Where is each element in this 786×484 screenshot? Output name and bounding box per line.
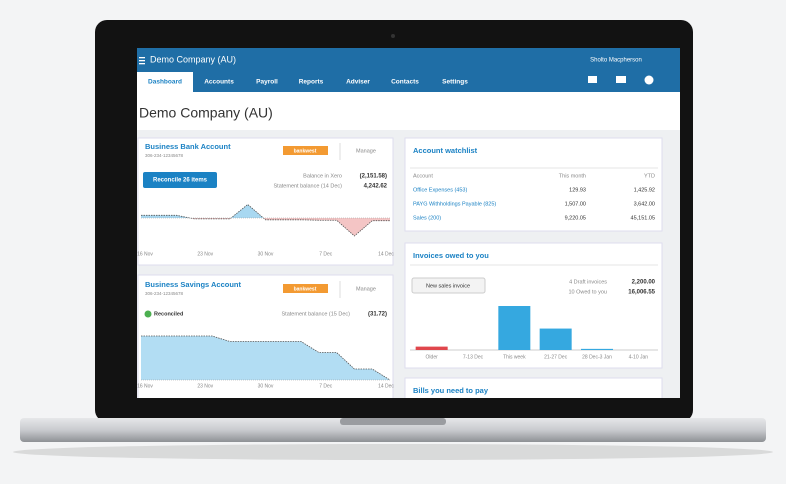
x-label: 7 Dec bbox=[319, 251, 333, 257]
value: (2,151.58) bbox=[360, 174, 387, 180]
company-menu[interactable]: Demo Company (AU) bbox=[150, 54, 236, 64]
cell: 1,425.92 bbox=[634, 187, 655, 193]
account-number: 306-234-12345678 bbox=[145, 291, 184, 296]
menu-icon[interactable] bbox=[139, 57, 145, 59]
folder-icon[interactable] bbox=[588, 76, 597, 83]
card-title[interactable]: Account watchlist bbox=[413, 146, 478, 155]
nav-tab[interactable]: Reports bbox=[299, 79, 324, 86]
camera bbox=[391, 34, 395, 38]
summary-label: 4 Draft invoices bbox=[569, 279, 607, 285]
manage-menu[interactable]: Manage bbox=[356, 148, 376, 154]
status: Reconciled bbox=[154, 311, 183, 317]
bar bbox=[498, 306, 531, 350]
invoices-card bbox=[404, 242, 663, 369]
column-header: Account bbox=[413, 173, 433, 179]
mail-icon[interactable] bbox=[616, 76, 626, 83]
balance-line bbox=[141, 203, 390, 237]
help-icon[interactable] bbox=[644, 75, 654, 85]
manage-menu[interactable]: Manage bbox=[356, 286, 376, 292]
shadow bbox=[13, 444, 773, 460]
bank-badge: bankwest bbox=[294, 286, 317, 292]
label: Balance in Xero bbox=[303, 173, 342, 179]
account-title[interactable]: Business Bank Account bbox=[145, 142, 231, 151]
value: 4,242.62 bbox=[364, 184, 388, 190]
account-link[interactable]: Sales (200) bbox=[413, 215, 441, 221]
badge bbox=[283, 146, 328, 155]
value: (31.72) bbox=[368, 312, 387, 318]
x-label: 16 Nov bbox=[137, 383, 153, 389]
page-title: Demo Company (AU) bbox=[139, 105, 273, 121]
bank-badge: bankwest bbox=[294, 148, 317, 154]
badge bbox=[283, 284, 328, 293]
x-label: 30 Nov bbox=[258, 251, 274, 257]
x-label: 28 Dec-3 Jan bbox=[582, 354, 612, 360]
screen: Demo Company (AU) Sholto Macpherson Dashbo… bbox=[137, 48, 680, 398]
x-label: 4-10 Jan bbox=[629, 354, 649, 360]
reconciled-icon bbox=[144, 310, 152, 318]
summary-label: 10 Owed to you bbox=[568, 289, 607, 295]
balance-area bbox=[141, 336, 390, 380]
account-link[interactable]: Office Expenses (453) bbox=[413, 187, 467, 193]
laptop-base bbox=[20, 418, 766, 442]
bar bbox=[581, 348, 613, 350]
account-number: 306-234-12345678 bbox=[145, 153, 184, 158]
x-label: 16 Nov bbox=[137, 251, 153, 257]
bank-card bbox=[137, 137, 394, 266]
x-label: 21-27 Dec bbox=[544, 354, 568, 360]
bar bbox=[539, 328, 572, 350]
button-label[interactable]: Reconcile 26 items bbox=[153, 178, 208, 184]
column-header: This month bbox=[559, 173, 586, 179]
summary-value: 2,200.00 bbox=[632, 280, 656, 286]
account-title[interactable]: Business Savings Account bbox=[145, 280, 242, 289]
nav-tab[interactable]: Adviser bbox=[346, 79, 370, 86]
nav-tab[interactable]: Dashboard bbox=[148, 79, 182, 86]
card-title[interactable]: Bills you need to pay bbox=[413, 386, 489, 395]
active-tab bbox=[137, 72, 193, 92]
watchlist-card bbox=[404, 137, 663, 232]
bar bbox=[415, 346, 448, 350]
x-label: 30 Nov bbox=[258, 383, 274, 389]
nav-tab[interactable]: Contacts bbox=[391, 79, 419, 86]
account-link[interactable]: PAYG Withholdings Payable (825) bbox=[413, 201, 496, 207]
cell: 129.93 bbox=[569, 187, 586, 193]
savings-card bbox=[137, 274, 394, 398]
nav-tab[interactable]: Payroll bbox=[256, 79, 278, 86]
cell: 9,220.05 bbox=[565, 215, 586, 221]
user-menu[interactable]: Sholto Macpherson bbox=[590, 58, 642, 64]
summary-value: 16,006.55 bbox=[628, 290, 655, 296]
x-label: 14 Dec bbox=[378, 383, 394, 389]
x-label: 23 Nov bbox=[197, 251, 213, 257]
x-label: This week bbox=[503, 354, 526, 360]
title-bar bbox=[137, 92, 680, 130]
balance-line bbox=[141, 335, 391, 381]
top-bar bbox=[137, 48, 680, 92]
button-label[interactable]: New sales invoice bbox=[426, 283, 470, 289]
card-title[interactable]: Invoices owed to you bbox=[413, 251, 489, 260]
cell: 45,151.05 bbox=[631, 215, 655, 221]
cell: 1,507.00 bbox=[565, 201, 586, 207]
bills-card bbox=[404, 377, 663, 398]
x-label: 23 Nov bbox=[197, 383, 213, 389]
x-label: 14 Dec bbox=[378, 251, 394, 257]
base-notch bbox=[340, 418, 446, 425]
reconcile-button[interactable] bbox=[143, 172, 217, 188]
positive-area bbox=[141, 204, 390, 218]
x-label: 7 Dec bbox=[319, 383, 333, 389]
new-invoice-button[interactable] bbox=[411, 277, 486, 294]
nav-tab[interactable]: Accounts bbox=[204, 79, 234, 86]
cell: 3,642.00 bbox=[634, 201, 655, 207]
menu-icon[interactable] bbox=[139, 63, 145, 65]
menu-icon[interactable] bbox=[139, 60, 145, 62]
x-label: Older bbox=[426, 354, 439, 360]
x-label: 7-13 Dec bbox=[463, 354, 484, 360]
negative-area bbox=[141, 218, 390, 236]
column-header: YTD bbox=[644, 173, 655, 179]
nav-tab[interactable]: Settings bbox=[442, 79, 468, 86]
label: Statement balance (14 Dec) bbox=[274, 183, 343, 189]
label: Statement balance (15 Dec) bbox=[282, 311, 351, 317]
